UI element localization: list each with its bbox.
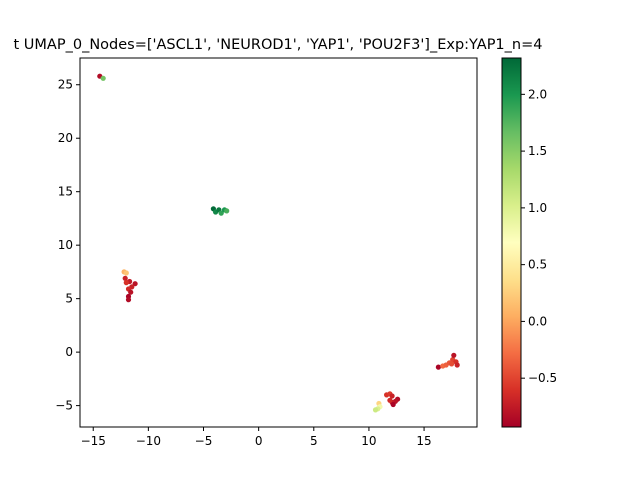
y-tick-label: 0: [65, 345, 73, 359]
x-tick-label: 0: [255, 434, 263, 448]
scatter-point: [435, 364, 441, 370]
scatter-point: [454, 362, 460, 368]
scatter-point: [122, 275, 128, 281]
scatter-point: [224, 208, 230, 214]
x-tick-label: 5: [310, 434, 318, 448]
x-axis: −15 −10 −5 0 5 10 15: [81, 427, 432, 448]
scatter-point: [123, 270, 129, 276]
scatter-point: [451, 352, 457, 358]
scatter-point: [123, 280, 129, 286]
y-tick-label: 25: [58, 78, 73, 92]
colorbar-tick-label: 1.0: [528, 201, 547, 215]
scatter-point: [128, 289, 134, 295]
y-tick-label: 10: [58, 238, 73, 252]
scatter-point: [387, 397, 393, 403]
colorbar-tick-label: 1.5: [528, 144, 547, 158]
scatter-point: [100, 75, 106, 81]
colorbar-axis: −0.5 0.0 0.5 1.0 1.5 2.0: [521, 87, 557, 385]
colorbar-tick-label: 0.0: [528, 314, 547, 328]
x-tick-label: 10: [361, 434, 376, 448]
y-tick-label: −5: [55, 399, 73, 413]
chart-title: t UMAP_0_Nodes=['ASCL1', 'NEUROD1', 'YAP…: [14, 37, 543, 53]
x-tick-label: −15: [81, 434, 106, 448]
scatter-point: [372, 407, 379, 413]
plot-frame: [79, 57, 478, 428]
x-tick-label: −10: [136, 434, 161, 448]
colorbar-tick-label: −0.5: [528, 371, 557, 385]
scatter-point: [389, 393, 395, 399]
y-axis: −5 0 5 10 15 20 25: [55, 78, 80, 413]
scatter-point: [390, 401, 396, 408]
y-tick-label: 15: [58, 185, 73, 199]
colorbar-frame: [501, 57, 522, 428]
colorbar-gradient: [502, 58, 521, 427]
scatter-point: [218, 210, 224, 216]
colorbar-tick-label: 0.5: [528, 258, 547, 272]
scatter-point: [132, 281, 138, 287]
scatter-point: [449, 361, 455, 367]
x-tick-label: 15: [416, 434, 431, 448]
colorbar-tick-label: 2.0: [528, 87, 547, 101]
y-tick-label: 5: [65, 292, 73, 306]
scatter-points: [97, 73, 460, 413]
scatter-point: [125, 297, 132, 303]
y-tick-label: 20: [58, 131, 73, 145]
x-tick-label: −5: [195, 434, 213, 448]
